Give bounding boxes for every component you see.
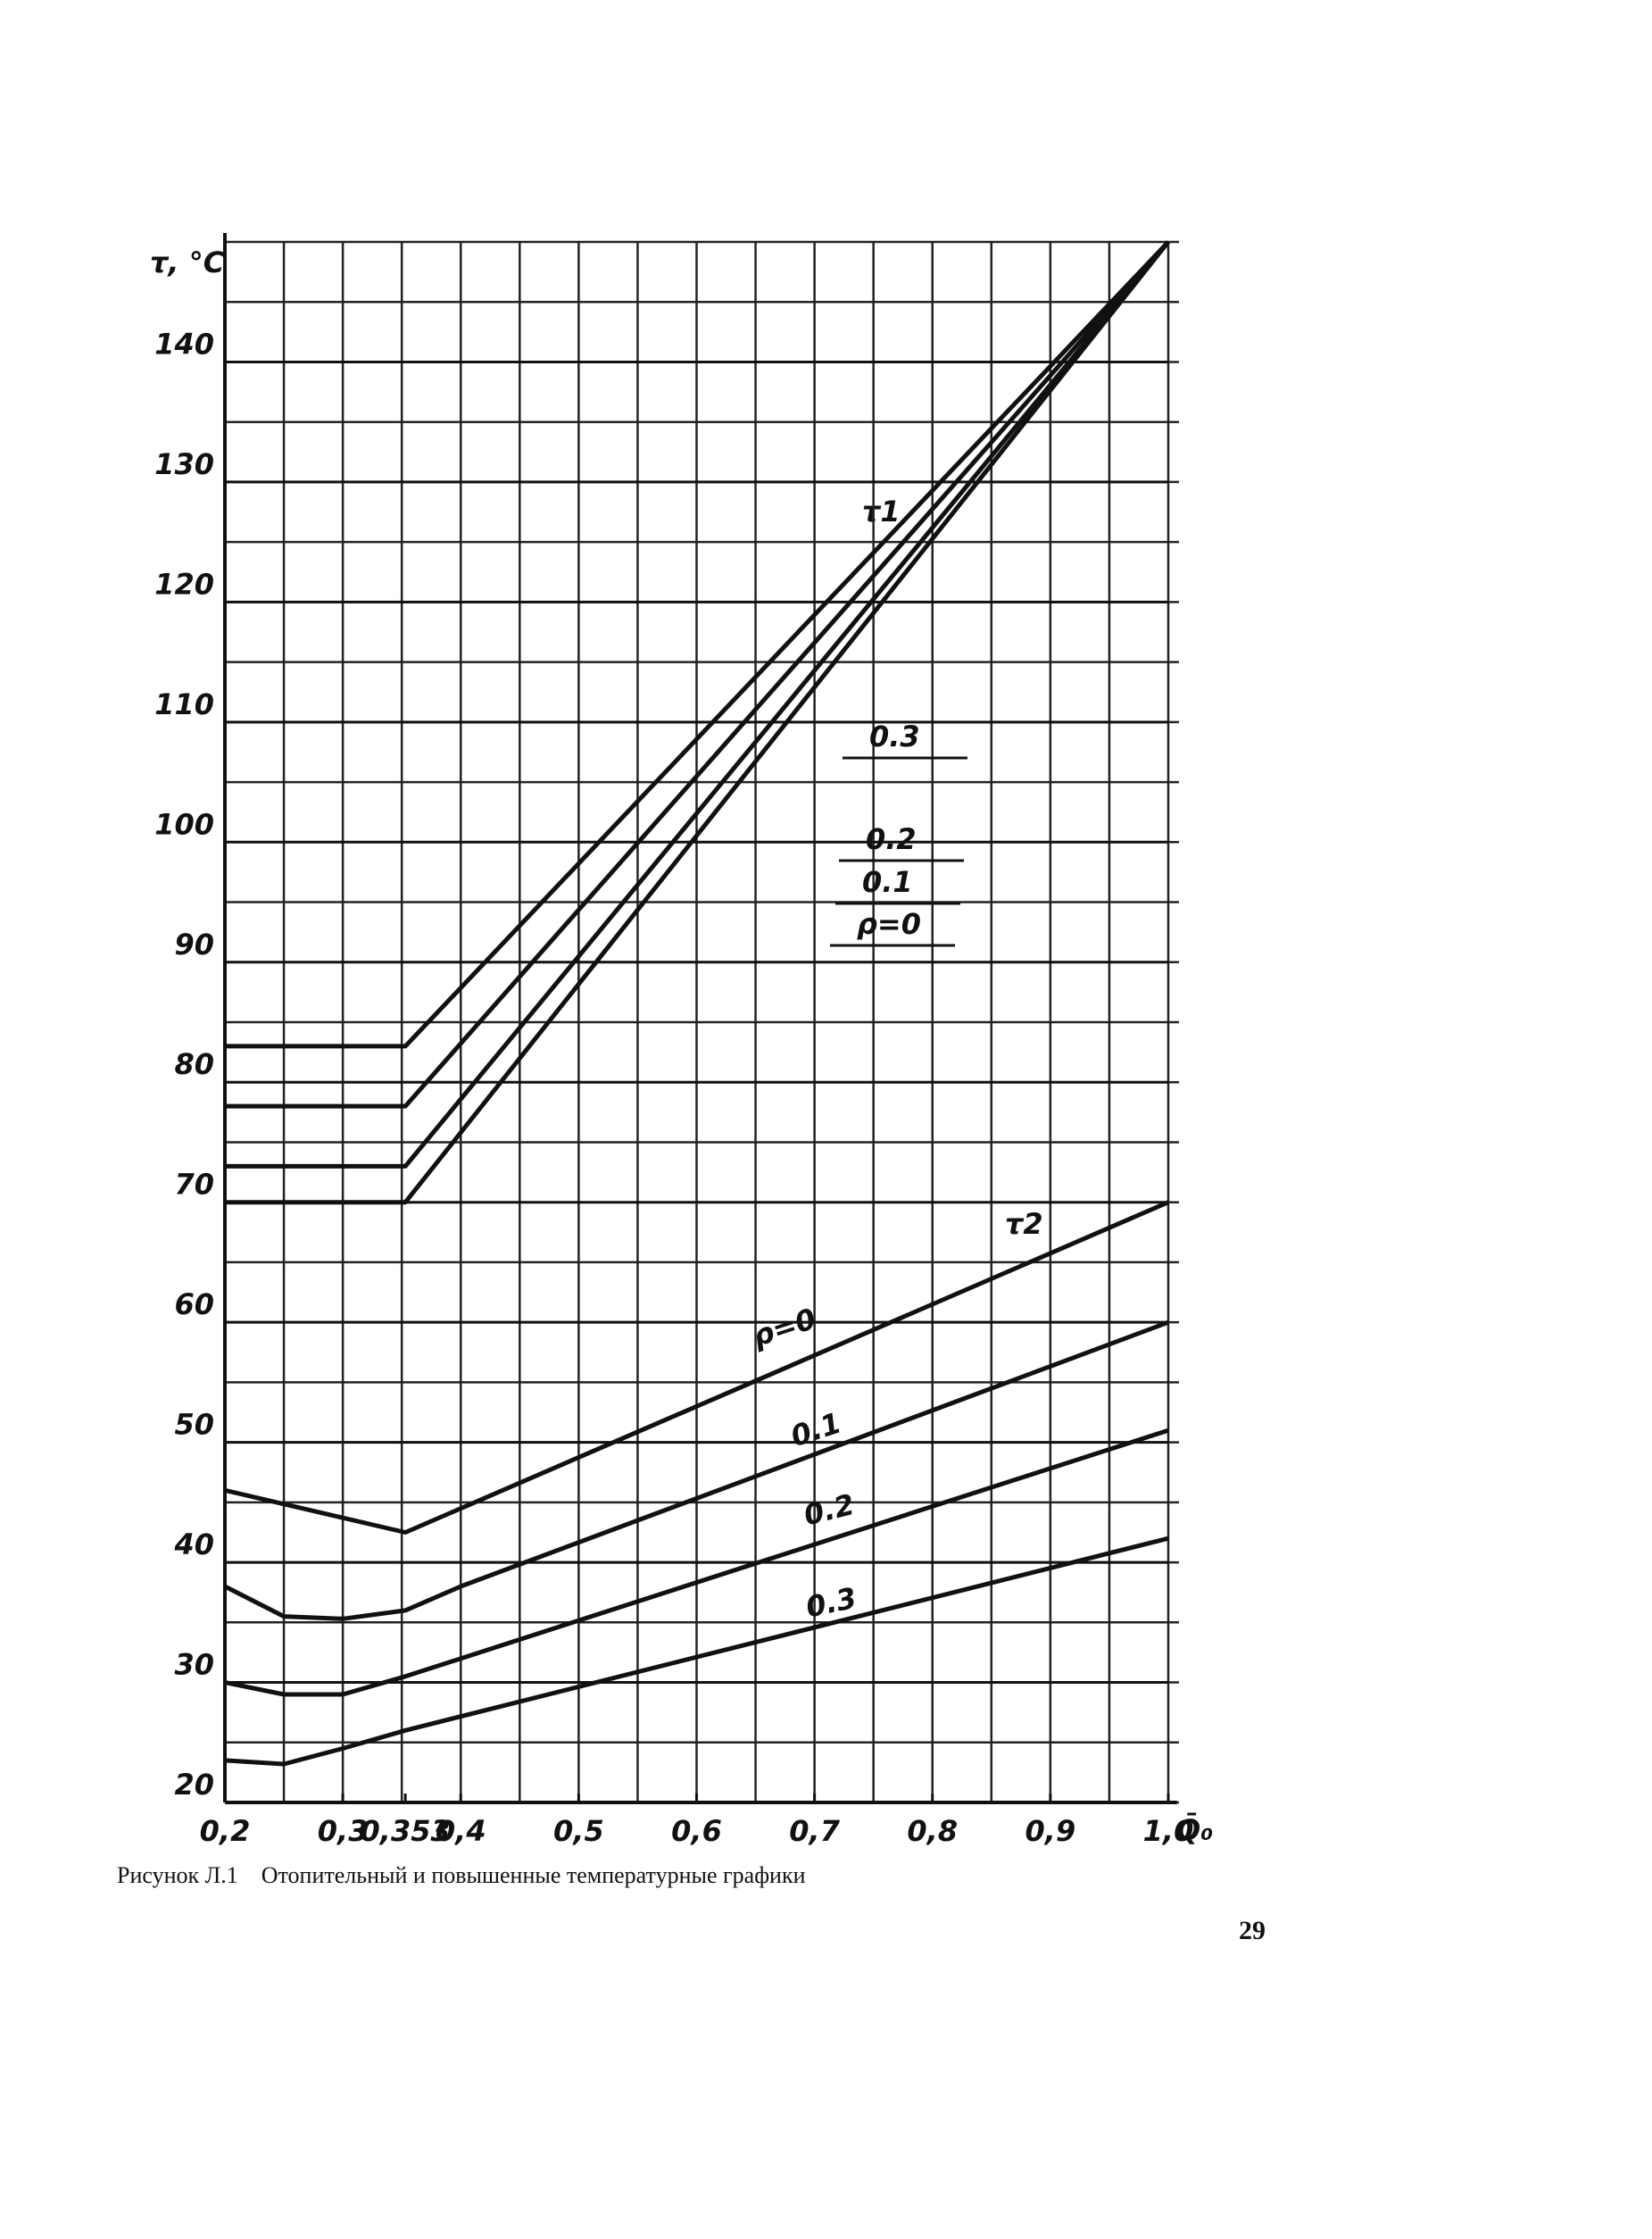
x-tick-label: 1,0 xyxy=(1143,1814,1194,1848)
y-tick-label: 20 xyxy=(174,1768,214,1802)
y-tick-label: 40 xyxy=(173,1527,214,1561)
series-label: ρ=0 xyxy=(857,907,921,941)
y-tick-label: 100 xyxy=(154,807,214,841)
x-tick-label: 0,5 xyxy=(553,1814,604,1848)
plot: 20 30 40 50 60 70 80 90 100 110 120 130 140 0,2 0,30,3… xyxy=(154,233,1193,1848)
series-line xyxy=(224,1427,1169,1697)
y-axis-label: τ, °C xyxy=(150,246,225,279)
caption: Рисунок Л.1 Отопительный и повышенные те… xyxy=(117,1862,806,1888)
x-tick-label: 0,353 xyxy=(361,1814,451,1848)
series-label: 0.2 xyxy=(866,822,917,856)
y-tick-label: 140 xyxy=(154,327,214,361)
page-number: 29 xyxy=(1239,1916,1266,1945)
y-tick-label: 90 xyxy=(174,928,214,961)
x-tick-label: 0,2 xyxy=(200,1814,251,1848)
y-tick-label: 120 xyxy=(154,567,214,601)
series-line xyxy=(224,1200,1169,1535)
series-label: ρ=0 xyxy=(749,1302,820,1353)
series-label: 0.3 xyxy=(869,720,920,753)
series-line xyxy=(225,240,1170,1205)
annotation: τ1 xyxy=(862,495,901,529)
series-label: 0.1 xyxy=(862,865,913,899)
annotation: τ2 xyxy=(1005,1207,1043,1241)
x-tick-label: 0,6 xyxy=(671,1814,722,1848)
y-tick-label: 80 xyxy=(174,1047,214,1081)
x-tick-label: 0,3 xyxy=(318,1814,369,1848)
y-tick-label: 30 xyxy=(174,1648,214,1682)
series-line xyxy=(225,240,1170,1049)
y-tick-label: 70 xyxy=(174,1168,214,1202)
y-tick-label: 110 xyxy=(154,687,214,721)
series-label: 0.2 xyxy=(801,1487,858,1533)
series-line xyxy=(225,240,1170,1109)
x-tick-label: 0,8 xyxy=(907,1814,958,1848)
x-tick-label: 0,7 xyxy=(789,1814,840,1848)
x-axis-label: Q̄₀ xyxy=(1176,1813,1213,1847)
y-tick-label: 130 xyxy=(154,447,214,481)
series-line xyxy=(225,240,1170,1169)
series-line xyxy=(224,1536,1169,1767)
series-line xyxy=(223,1319,1169,1621)
x-tick-label: 0,9 xyxy=(1025,1814,1076,1848)
y-tick-label: 60 xyxy=(174,1287,214,1321)
x-tick-label: 0,4 xyxy=(436,1814,486,1848)
y-tick-label: 50 xyxy=(174,1408,214,1442)
